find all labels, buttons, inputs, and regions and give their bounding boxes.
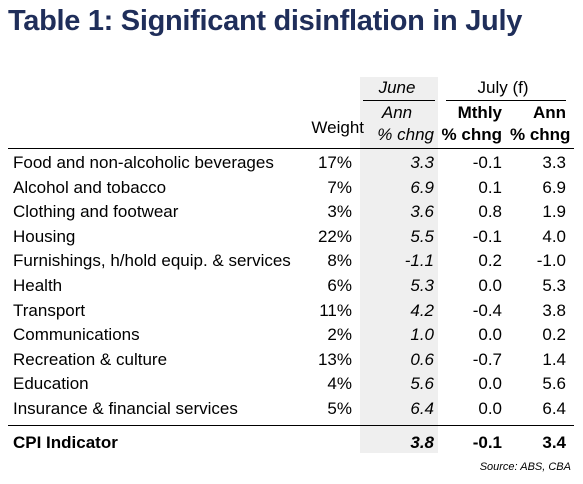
header-june: June bbox=[378, 78, 416, 97]
source-note: Source: ABS, CBA bbox=[479, 461, 571, 473]
row-weight: 7% bbox=[327, 178, 352, 197]
row-july-mthly: -0.7 bbox=[472, 350, 502, 369]
row-label: Alcohol and tobacco bbox=[13, 178, 167, 197]
row-june-ann: 3.3 bbox=[410, 153, 434, 172]
row-july-ann: -1.0 bbox=[536, 251, 566, 270]
row-june-ann: 6.9 bbox=[410, 178, 434, 197]
row-july-mthly: -0.4 bbox=[472, 301, 502, 320]
row-label: Education bbox=[13, 374, 89, 393]
row-weight: 8% bbox=[327, 251, 352, 270]
row-label: Recreation & culture bbox=[13, 350, 168, 369]
header-june-ann: Ann bbox=[381, 103, 413, 122]
page-title: Table 1: Significant disinflation in Jul… bbox=[8, 5, 523, 37]
total-july-mthly: -0.1 bbox=[472, 433, 502, 452]
header-mthly-chng: % chng bbox=[441, 125, 502, 144]
header-mthly: Mthly bbox=[457, 103, 502, 122]
total-june-ann: 3.8 bbox=[410, 433, 434, 452]
total-label: CPI Indicator bbox=[13, 433, 118, 452]
row-july-mthly: 0.1 bbox=[478, 178, 502, 197]
row-july-ann: 1.4 bbox=[542, 350, 566, 369]
total-rule bbox=[8, 425, 574, 426]
row-july-mthly: 0.2 bbox=[478, 251, 502, 270]
row-july-mthly: 0.8 bbox=[478, 202, 502, 221]
row-june-ann: 6.4 bbox=[410, 399, 434, 418]
row-weight: 11% bbox=[319, 301, 352, 320]
header-weight: Weight bbox=[311, 118, 364, 137]
row-july-mthly: 0.0 bbox=[478, 374, 502, 393]
row-july-mthly: -0.1 bbox=[472, 227, 502, 246]
row-weight: 22% bbox=[317, 227, 352, 246]
header-rule-june bbox=[363, 100, 435, 101]
row-weight: 17% bbox=[317, 153, 352, 172]
total-july-ann: 3.4 bbox=[542, 433, 566, 452]
row-label: Furnishings, h/hold equip. & services bbox=[13, 251, 291, 270]
row-june-ann: 0.6 bbox=[410, 350, 434, 369]
row-weight: 6% bbox=[327, 276, 352, 295]
row-weight: 13% bbox=[317, 350, 352, 369]
row-weight: 3% bbox=[327, 202, 352, 221]
row-label: Transport bbox=[13, 301, 86, 320]
row-june-ann: 3.6 bbox=[410, 202, 434, 221]
row-july-mthly: 0.0 bbox=[478, 276, 502, 295]
row-july-ann: 6.9 bbox=[542, 178, 566, 197]
row-june-ann: 4.2 bbox=[410, 301, 434, 320]
row-july-ann: 5.3 bbox=[542, 276, 566, 295]
row-july-mthly: 0.0 bbox=[478, 325, 502, 344]
row-july-ann: 5.6 bbox=[542, 374, 566, 393]
row-june-ann: 5.3 bbox=[410, 276, 434, 295]
row-label: Clothing and footwear bbox=[13, 202, 179, 221]
row-label: Food and non-alcoholic beverages bbox=[13, 153, 274, 172]
row-july-ann: 3.3 bbox=[542, 153, 566, 172]
row-july-ann: 3.8 bbox=[542, 301, 566, 320]
row-july-ann: 0.2 bbox=[542, 325, 566, 344]
row-july-ann: 1.9 bbox=[542, 202, 566, 221]
row-label: Health bbox=[13, 276, 63, 295]
row-june-ann: -1.1 bbox=[404, 251, 434, 270]
row-june-ann: 5.6 bbox=[410, 374, 434, 393]
header-ann-chng: % chng bbox=[510, 125, 571, 144]
row-label: Communications bbox=[13, 325, 140, 344]
row-june-ann: 5.5 bbox=[410, 227, 434, 246]
header-ann: Ann bbox=[532, 103, 566, 122]
header-july: July (f) bbox=[477, 78, 529, 97]
row-weight: 2% bbox=[327, 325, 352, 344]
header-rule-july bbox=[446, 100, 566, 101]
row-june-ann: 1.0 bbox=[410, 325, 434, 344]
row-july-mthly: 0.0 bbox=[478, 399, 502, 418]
header-bottom-rule bbox=[8, 148, 574, 149]
header-june-chng: % chng bbox=[377, 125, 434, 144]
row-july-ann: 6.4 bbox=[542, 399, 566, 418]
row-july-ann: 4.0 bbox=[542, 227, 566, 246]
row-weight: 5% bbox=[327, 399, 352, 418]
row-july-mthly: -0.1 bbox=[472, 153, 502, 172]
row-label: Housing bbox=[13, 227, 76, 246]
row-label: Insurance & financial services bbox=[13, 399, 238, 418]
june-column-shading bbox=[360, 77, 438, 453]
row-weight: 4% bbox=[327, 374, 352, 393]
